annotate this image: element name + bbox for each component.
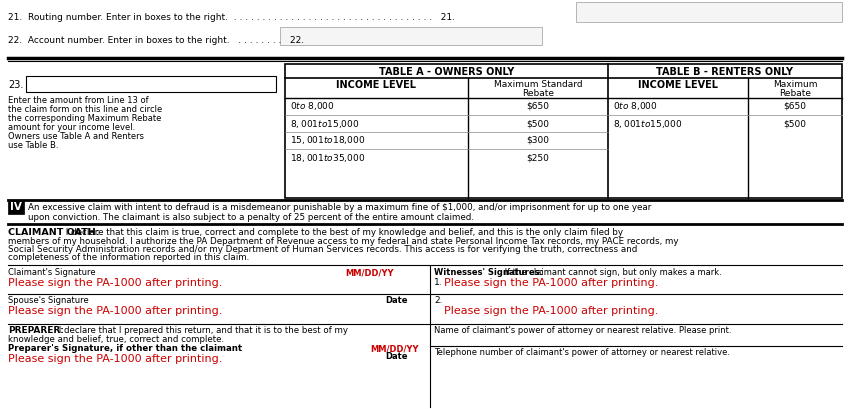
Text: 21.  Routing number. Enter in boxes to the right.  . . . . . . . . . . . . . . .: 21. Routing number. Enter in boxes to th…	[8, 13, 455, 22]
Text: $18,001  to $35,000: $18,001 to $35,000	[290, 151, 366, 164]
Text: Date: Date	[385, 296, 407, 305]
Text: MM/DD/YY: MM/DD/YY	[345, 268, 394, 277]
Text: Owners use Table A and Renters: Owners use Table A and Renters	[8, 132, 144, 141]
Text: PREPARER:: PREPARER:	[8, 326, 64, 335]
Text: Maximum Standard: Maximum Standard	[494, 80, 582, 89]
Text: $  8,001  to $15,000: $ 8,001 to $15,000	[613, 117, 683, 130]
Text: Please sign the PA-1000 after printing.: Please sign the PA-1000 after printing.	[444, 306, 659, 316]
Text: members of my household. I authorize the PA Department of Revenue access to my f: members of my household. I authorize the…	[8, 236, 678, 245]
Text: Telephone number of claimant's power of attorney or nearest relative.: Telephone number of claimant's power of …	[434, 348, 730, 357]
Text: Enter the amount from Line 13 of: Enter the amount from Line 13 of	[8, 96, 149, 105]
Text: upon conviction. The claimant is also subject to a penalty of 25 percent of the : upon conviction. The claimant is also su…	[28, 213, 474, 222]
Text: Social Security Administration records and/or my Department of Human Services re: Social Security Administration records a…	[8, 245, 638, 254]
Text: 1.: 1.	[434, 278, 443, 287]
Text: $300: $300	[526, 136, 549, 145]
Text: Name of claimant's power of attorney or nearest relative. Please print.: Name of claimant's power of attorney or …	[434, 326, 732, 335]
Text: TABLE A - OWNERS ONLY: TABLE A - OWNERS ONLY	[379, 67, 514, 77]
Text: $    0  to  $ 8,000: $ 0 to $ 8,000	[290, 101, 335, 112]
Text: INCOME LEVEL: INCOME LEVEL	[638, 80, 718, 90]
Bar	[280, 27, 542, 45]
Text: TABLE B - RENTERS ONLY: TABLE B - RENTERS ONLY	[656, 67, 794, 77]
Bar	[576, 2, 842, 22]
Text: Rebate: Rebate	[522, 89, 554, 98]
Text: $650: $650	[526, 102, 549, 111]
Text: $15,001  to $18,000: $15,001 to $18,000	[290, 135, 366, 146]
Text: Preparer's Signature, if other than the claimant: Preparer's Signature, if other than the …	[8, 344, 242, 353]
Text: CLAIMANT OATH:: CLAIMANT OATH:	[8, 228, 99, 237]
Text: $500: $500	[784, 119, 807, 128]
Text: Rebate: Rebate	[779, 89, 811, 98]
Text: 22.  Account number. Enter in boxes to the right.   . . . . . . . .   22.: 22. Account number. Enter in boxes to th…	[8, 36, 304, 45]
Text: INCOME LEVEL: INCOME LEVEL	[337, 80, 416, 90]
Text: 23.: 23.	[8, 80, 23, 90]
Bar	[8, 201, 24, 214]
Text: IV: IV	[10, 202, 22, 213]
Text: Please sign the PA-1000 after printing.: Please sign the PA-1000 after printing.	[444, 278, 659, 288]
Text: Please sign the PA-1000 after printing.: Please sign the PA-1000 after printing.	[8, 306, 223, 316]
Text: $  8,001  to $15,000: $ 8,001 to $15,000	[290, 117, 360, 130]
Text: Date: Date	[385, 352, 407, 361]
Bar	[285, 64, 842, 198]
Text: $250: $250	[526, 153, 549, 162]
Text: amount for your income level.: amount for your income level.	[8, 123, 135, 132]
Bar	[26, 76, 276, 92]
Text: Claimant's Signature: Claimant's Signature	[8, 268, 95, 277]
Text: Witnesses' Signatures:: Witnesses' Signatures:	[434, 268, 543, 277]
Text: An excessive claim with intent to defraud is a misdemeanor punishable by a maxim: An excessive claim with intent to defrau…	[28, 203, 651, 212]
Text: $650: $650	[784, 102, 807, 111]
Text: Spouse's Signature: Spouse's Signature	[8, 296, 88, 305]
Text: I declare that I prepared this return, and that it is to the best of my: I declare that I prepared this return, a…	[56, 326, 348, 335]
Text: $    0  to  $ 8,000: $ 0 to $ 8,000	[613, 101, 658, 112]
Text: Please sign the PA-1000 after printing.: Please sign the PA-1000 after printing.	[8, 278, 223, 288]
Text: the corresponding Maximum Rebate: the corresponding Maximum Rebate	[8, 114, 162, 123]
Text: $500: $500	[526, 119, 549, 128]
Text: If the claimant cannot sign, but only makes a mark.: If the claimant cannot sign, but only ma…	[502, 268, 722, 277]
Text: Maximum: Maximum	[773, 80, 817, 89]
Text: the claim form on this line and circle: the claim form on this line and circle	[8, 105, 162, 114]
Text: I declare that this claim is true, correct and complete to the best of my knowle: I declare that this claim is true, corre…	[63, 228, 623, 237]
Text: Please sign the PA-1000 after printing.: Please sign the PA-1000 after printing.	[8, 354, 223, 364]
Text: use Table B.: use Table B.	[8, 141, 59, 150]
Text: completeness of the information reported in this claim.: completeness of the information reported…	[8, 254, 249, 263]
Text: knowledge and belief, true, correct and complete.: knowledge and belief, true, correct and …	[8, 335, 224, 344]
Text: 2.: 2.	[434, 296, 443, 305]
Text: MM/DD/YY: MM/DD/YY	[370, 344, 418, 353]
